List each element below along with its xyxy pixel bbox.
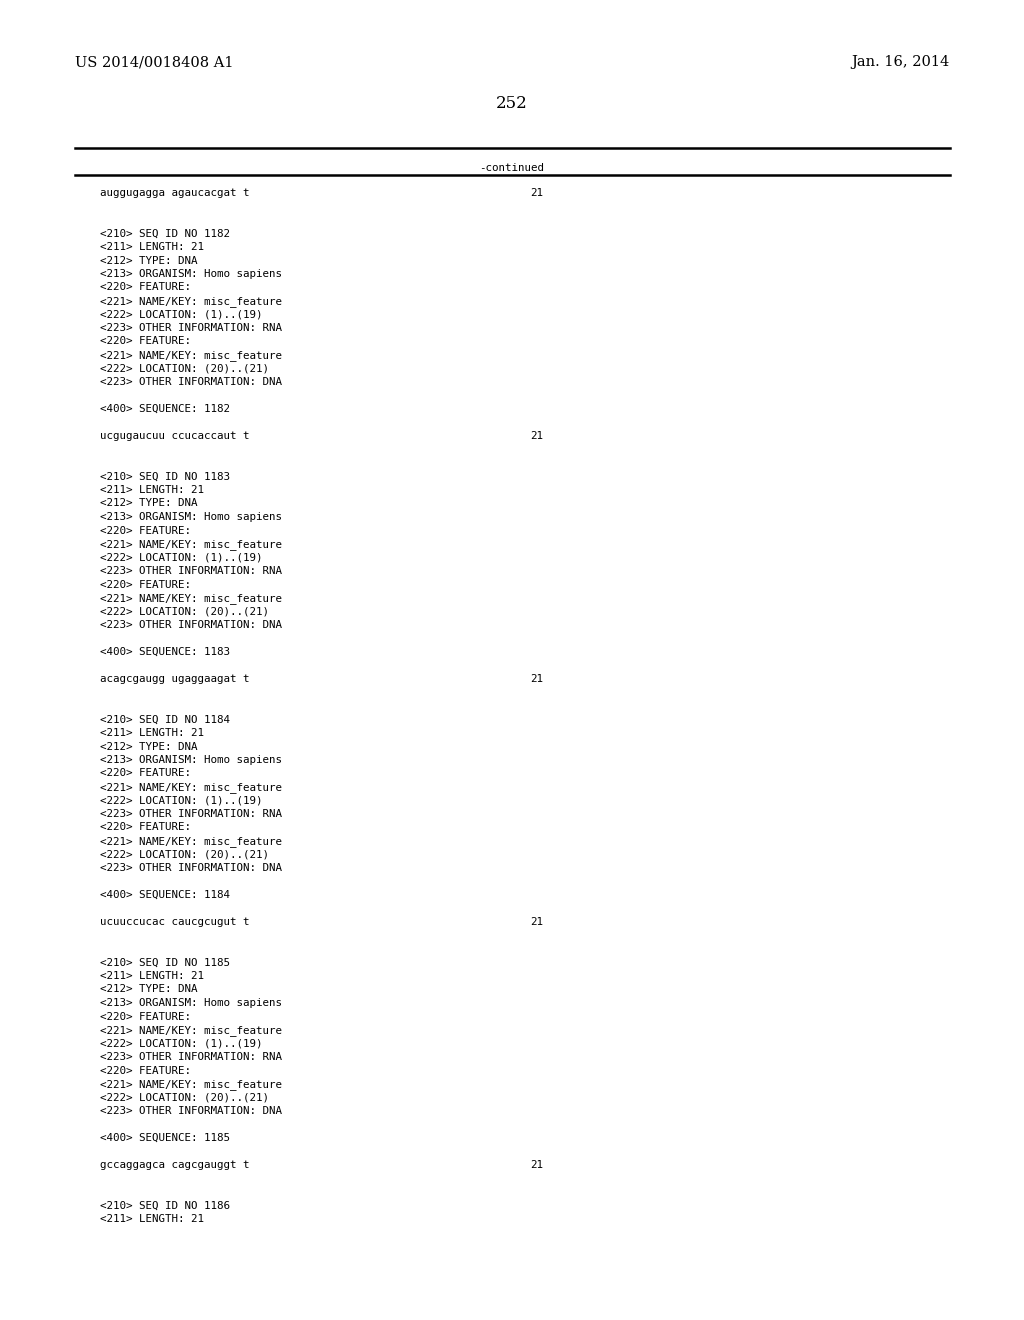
- Text: <221> NAME/KEY: misc_feature: <221> NAME/KEY: misc_feature: [100, 1078, 282, 1090]
- Text: <400> SEQUENCE: 1185: <400> SEQUENCE: 1185: [100, 1133, 230, 1143]
- Text: <400> SEQUENCE: 1184: <400> SEQUENCE: 1184: [100, 890, 230, 900]
- Text: <210> SEQ ID NO 1183: <210> SEQ ID NO 1183: [100, 471, 230, 482]
- Text: <222> LOCATION: (20)..(21): <222> LOCATION: (20)..(21): [100, 363, 269, 374]
- Text: Jan. 16, 2014: Jan. 16, 2014: [852, 55, 950, 69]
- Text: <211> LENGTH: 21: <211> LENGTH: 21: [100, 242, 204, 252]
- Text: <211> LENGTH: 21: <211> LENGTH: 21: [100, 1214, 204, 1224]
- Text: <213> ORGANISM: Homo sapiens: <213> ORGANISM: Homo sapiens: [100, 512, 282, 521]
- Text: <210> SEQ ID NO 1186: <210> SEQ ID NO 1186: [100, 1200, 230, 1210]
- Text: 21: 21: [530, 1160, 543, 1170]
- Text: -continued: -continued: [479, 162, 545, 173]
- Text: <221> NAME/KEY: misc_feature: <221> NAME/KEY: misc_feature: [100, 539, 282, 550]
- Text: <222> LOCATION: (1)..(19): <222> LOCATION: (1)..(19): [100, 1039, 262, 1048]
- Text: <223> OTHER INFORMATION: DNA: <223> OTHER INFORMATION: DNA: [100, 378, 282, 387]
- Text: <222> LOCATION: (20)..(21): <222> LOCATION: (20)..(21): [100, 850, 269, 859]
- Text: <212> TYPE: DNA: <212> TYPE: DNA: [100, 256, 198, 265]
- Text: <223> OTHER INFORMATION: RNA: <223> OTHER INFORMATION: RNA: [100, 1052, 282, 1063]
- Text: <211> LENGTH: 21: <211> LENGTH: 21: [100, 484, 204, 495]
- Text: ucuuccucac caucgcugut t: ucuuccucac caucgcugut t: [100, 917, 250, 927]
- Text: <220> FEATURE:: <220> FEATURE:: [100, 337, 191, 346]
- Text: <222> LOCATION: (1)..(19): <222> LOCATION: (1)..(19): [100, 796, 262, 805]
- Text: <221> NAME/KEY: misc_feature: <221> NAME/KEY: misc_feature: [100, 350, 282, 360]
- Text: US 2014/0018408 A1: US 2014/0018408 A1: [75, 55, 233, 69]
- Text: <223> OTHER INFORMATION: RNA: <223> OTHER INFORMATION: RNA: [100, 323, 282, 333]
- Text: <211> LENGTH: 21: <211> LENGTH: 21: [100, 972, 204, 981]
- Text: <220> FEATURE:: <220> FEATURE:: [100, 822, 191, 833]
- Text: <210> SEQ ID NO 1184: <210> SEQ ID NO 1184: [100, 714, 230, 725]
- Text: 21: 21: [530, 187, 543, 198]
- Text: <220> FEATURE:: <220> FEATURE:: [100, 768, 191, 779]
- Text: <220> FEATURE:: <220> FEATURE:: [100, 1065, 191, 1076]
- Text: <220> FEATURE:: <220> FEATURE:: [100, 1011, 191, 1022]
- Text: acagcgaugg ugaggaagat t: acagcgaugg ugaggaagat t: [100, 675, 250, 684]
- Text: <221> NAME/KEY: misc_feature: <221> NAME/KEY: misc_feature: [100, 1026, 282, 1036]
- Text: 21: 21: [530, 675, 543, 684]
- Text: auggugagga agaucacgat t: auggugagga agaucacgat t: [100, 187, 250, 198]
- Text: <400> SEQUENCE: 1182: <400> SEQUENCE: 1182: [100, 404, 230, 414]
- Text: <223> OTHER INFORMATION: DNA: <223> OTHER INFORMATION: DNA: [100, 863, 282, 873]
- Text: <211> LENGTH: 21: <211> LENGTH: 21: [100, 729, 204, 738]
- Text: <221> NAME/KEY: misc_feature: <221> NAME/KEY: misc_feature: [100, 781, 282, 793]
- Text: <222> LOCATION: (20)..(21): <222> LOCATION: (20)..(21): [100, 1093, 269, 1102]
- Text: 252: 252: [496, 95, 528, 112]
- Text: <210> SEQ ID NO 1182: <210> SEQ ID NO 1182: [100, 228, 230, 239]
- Text: <223> OTHER INFORMATION: DNA: <223> OTHER INFORMATION: DNA: [100, 1106, 282, 1115]
- Text: <210> SEQ ID NO 1185: <210> SEQ ID NO 1185: [100, 957, 230, 968]
- Text: <213> ORGANISM: Homo sapiens: <213> ORGANISM: Homo sapiens: [100, 998, 282, 1008]
- Text: <221> NAME/KEY: misc_feature: <221> NAME/KEY: misc_feature: [100, 296, 282, 308]
- Text: ucgugaucuu ccucaccaut t: ucgugaucuu ccucaccaut t: [100, 432, 250, 441]
- Text: <220> FEATURE:: <220> FEATURE:: [100, 579, 191, 590]
- Text: <213> ORGANISM: Homo sapiens: <213> ORGANISM: Homo sapiens: [100, 755, 282, 766]
- Text: <221> NAME/KEY: misc_feature: <221> NAME/KEY: misc_feature: [100, 836, 282, 847]
- Text: <212> TYPE: DNA: <212> TYPE: DNA: [100, 499, 198, 508]
- Text: <223> OTHER INFORMATION: DNA: <223> OTHER INFORMATION: DNA: [100, 620, 282, 630]
- Text: <222> LOCATION: (20)..(21): <222> LOCATION: (20)..(21): [100, 606, 269, 616]
- Text: gccaggagca cagcgauggt t: gccaggagca cagcgauggt t: [100, 1160, 250, 1170]
- Text: <221> NAME/KEY: misc_feature: <221> NAME/KEY: misc_feature: [100, 593, 282, 605]
- Text: 21: 21: [530, 917, 543, 927]
- Text: <400> SEQUENCE: 1183: <400> SEQUENCE: 1183: [100, 647, 230, 657]
- Text: 21: 21: [530, 432, 543, 441]
- Text: <223> OTHER INFORMATION: RNA: <223> OTHER INFORMATION: RNA: [100, 809, 282, 818]
- Text: <212> TYPE: DNA: <212> TYPE: DNA: [100, 985, 198, 994]
- Text: <223> OTHER INFORMATION: RNA: <223> OTHER INFORMATION: RNA: [100, 566, 282, 576]
- Text: <213> ORGANISM: Homo sapiens: <213> ORGANISM: Homo sapiens: [100, 269, 282, 279]
- Text: <212> TYPE: DNA: <212> TYPE: DNA: [100, 742, 198, 751]
- Text: <222> LOCATION: (1)..(19): <222> LOCATION: (1)..(19): [100, 553, 262, 562]
- Text: <220> FEATURE:: <220> FEATURE:: [100, 525, 191, 536]
- Text: <222> LOCATION: (1)..(19): <222> LOCATION: (1)..(19): [100, 309, 262, 319]
- Text: <220> FEATURE:: <220> FEATURE:: [100, 282, 191, 293]
